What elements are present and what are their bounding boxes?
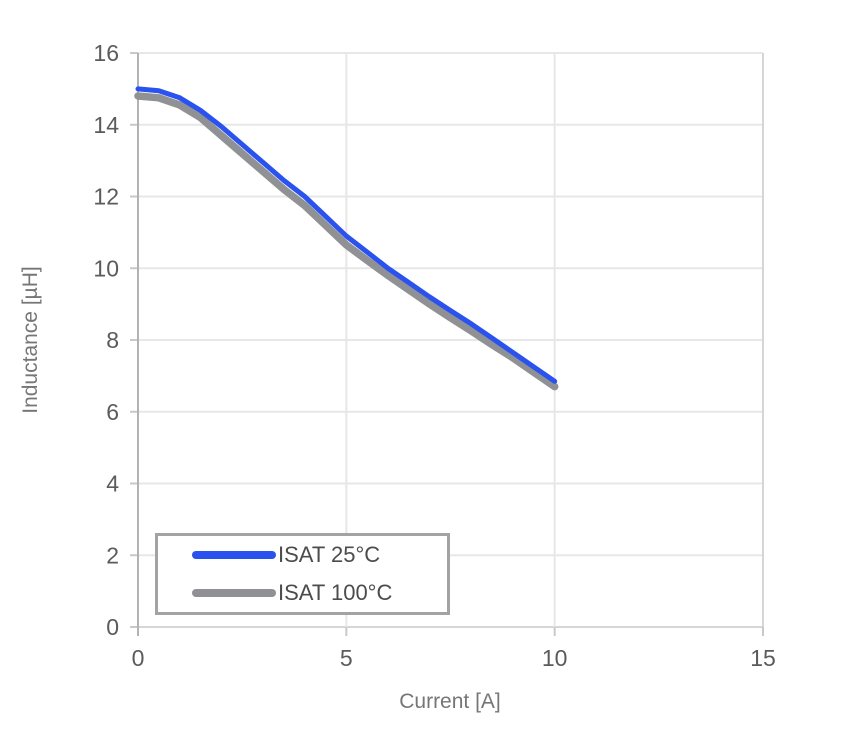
legend: ISAT 25°C ISAT 100°C <box>155 533 450 615</box>
y-tick-label: 10 <box>93 255 119 281</box>
legend-item-isat-25c: ISAT 25°C <box>192 536 447 574</box>
y-tick-label: 8 <box>106 327 119 353</box>
series-line-isat-25-c <box>135 86 558 384</box>
y-tick-label: 12 <box>93 184 119 210</box>
legend-label-isat-25c: ISAT 25°C <box>278 542 381 567</box>
series-line-isat-100-c <box>134 92 559 391</box>
x-axis-title: Current [A] <box>399 690 501 713</box>
y-tick-label: 0 <box>106 614 119 640</box>
y-tick-label: 16 <box>93 40 119 66</box>
y-axis-title: Inductance [µH] <box>19 266 42 414</box>
y-tick-label: 14 <box>93 112 119 138</box>
y-tick-label: 4 <box>106 471 119 497</box>
y-tick-label: 6 <box>106 399 119 425</box>
legend-swatch-isat-25c-icon <box>192 551 276 559</box>
legend-item-isat-100c: ISAT 100°C <box>192 574 447 612</box>
x-tick-label: 15 <box>750 645 776 671</box>
x-tick-label: 5 <box>340 645 353 671</box>
legend-swatch-isat-100c-icon <box>192 589 276 597</box>
y-tick-label: 2 <box>106 542 119 568</box>
x-tick-label: 0 <box>132 645 145 671</box>
x-tick-label: 10 <box>542 645 568 671</box>
legend-label-isat-100c: ISAT 100°C <box>278 580 393 605</box>
